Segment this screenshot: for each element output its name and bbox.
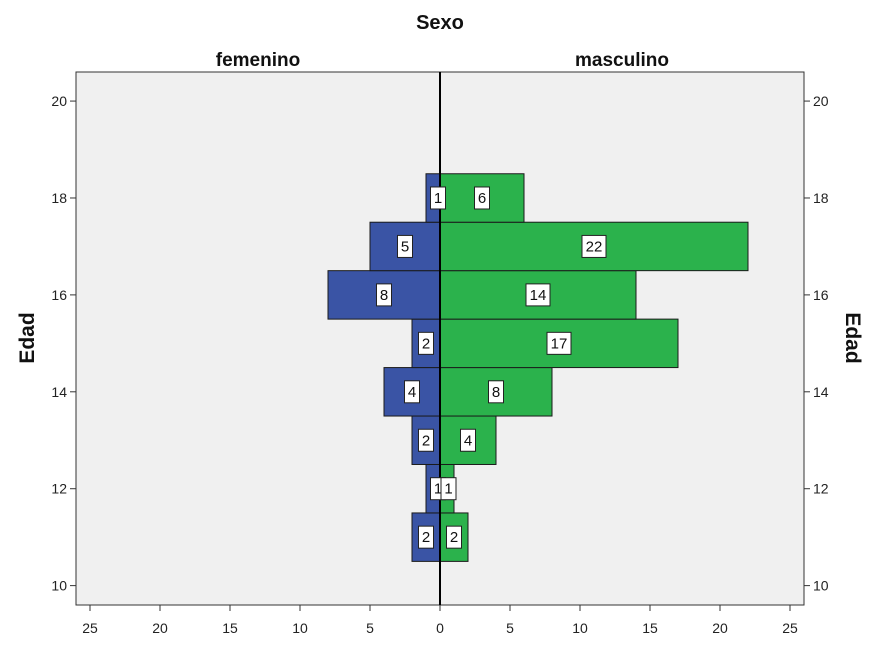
bar-label-masculino-15: 17 xyxy=(551,335,568,352)
right-y-axis: 10 12 14 16 18 20 xyxy=(804,93,829,594)
bar-label-box-femenino-13 xyxy=(418,428,434,452)
bar-label-box-masculino-18 xyxy=(474,186,490,210)
bar-label-box-femenino-18 xyxy=(430,186,446,210)
x-tick-label-left-5: 5 xyxy=(366,620,374,636)
y-tick-label-right-16: 16 xyxy=(813,287,829,303)
bar-label-box-femenino-15 xyxy=(418,331,434,355)
x-tick-label-left-10: 10 xyxy=(292,620,308,636)
y-tick-label-left-12: 12 xyxy=(51,481,67,497)
y-tick-label-left-14: 14 xyxy=(51,384,67,400)
y-tick-label-left-16: 16 xyxy=(51,287,67,303)
x-tick-label-right-15: 15 xyxy=(642,620,658,636)
x-tick-label-right-25: 25 xyxy=(782,620,798,636)
y-tick-label-left-18: 18 xyxy=(51,190,67,206)
bar-label-femenino-15: 2 xyxy=(422,335,430,352)
x-tick-label-left-20: 20 xyxy=(152,620,168,636)
panel-label-masculino: masculino xyxy=(575,50,669,71)
bar-label-box-femenino-14 xyxy=(404,380,420,404)
panel-label-femenino: femenino xyxy=(216,50,300,71)
x-tick-label-left-15: 15 xyxy=(222,620,238,636)
bar-label-femenino-14: 4 xyxy=(408,384,416,401)
x-tick-label-left-25: 25 xyxy=(82,620,98,636)
chart-title: Sexo xyxy=(416,12,464,34)
bar-label-masculino-11: 2 xyxy=(450,529,458,546)
x-tick-label-center-0: 0 xyxy=(436,620,444,636)
y-axis-label-left: Edad xyxy=(16,312,39,363)
bar-label-box-masculino-11 xyxy=(446,525,462,549)
bar-label-box-masculino-14 xyxy=(488,380,504,404)
bar-label-box-masculino-13 xyxy=(460,428,476,452)
x-tick-label-right-5: 5 xyxy=(506,620,514,636)
x-axis: 0 5 5 10 10 15 15 20 20 25 25 xyxy=(82,605,798,636)
bar-label-box-masculino-17 xyxy=(581,234,607,258)
y-tick-label-right-14: 14 xyxy=(813,384,829,400)
y-tick-label-right-20: 20 xyxy=(813,93,829,109)
bar-label-masculino-18: 6 xyxy=(478,190,486,207)
bar-label-femenino-12: 1 xyxy=(434,481,442,498)
y-tick-label-left-20: 20 xyxy=(51,93,67,109)
bar-label-masculino-14: 8 xyxy=(492,384,500,401)
bar-label-masculino-13: 4 xyxy=(464,432,472,449)
bar-label-femenino-18: 1 xyxy=(434,190,442,207)
bar-label-masculino-12: 1 xyxy=(444,481,452,498)
x-tick-label-right-20: 20 xyxy=(712,620,728,636)
bar-label-box-masculino-15 xyxy=(546,331,572,355)
y-tick-label-right-18: 18 xyxy=(813,190,829,206)
bar-label-box-masculino-16 xyxy=(525,283,551,307)
x-tick-label-right-10: 10 xyxy=(572,620,588,636)
bar-label-femenino-11: 2 xyxy=(422,529,430,546)
bar-label-femenino-17: 5 xyxy=(401,238,409,255)
y-axis-label-right: Edad xyxy=(841,312,864,363)
bar-label-box-masculino-12 xyxy=(440,477,457,501)
bar-label-masculino-16: 14 xyxy=(530,287,547,304)
y-tick-label-right-10: 10 xyxy=(813,578,829,594)
bar-label-box-femenino-17 xyxy=(397,234,413,258)
bar-label-femenino-13: 2 xyxy=(422,432,430,449)
y-tick-label-left-10: 10 xyxy=(51,578,67,594)
bar-label-box-femenino-16 xyxy=(376,283,392,307)
left-y-axis: 10 12 14 16 18 20 xyxy=(51,93,76,594)
bar-label-box-femenino-11 xyxy=(418,525,434,549)
y-tick-label-right-12: 12 xyxy=(813,481,829,497)
bar-label-masculino-17: 22 xyxy=(586,238,603,255)
bar-label-femenino-16: 8 xyxy=(380,287,388,304)
